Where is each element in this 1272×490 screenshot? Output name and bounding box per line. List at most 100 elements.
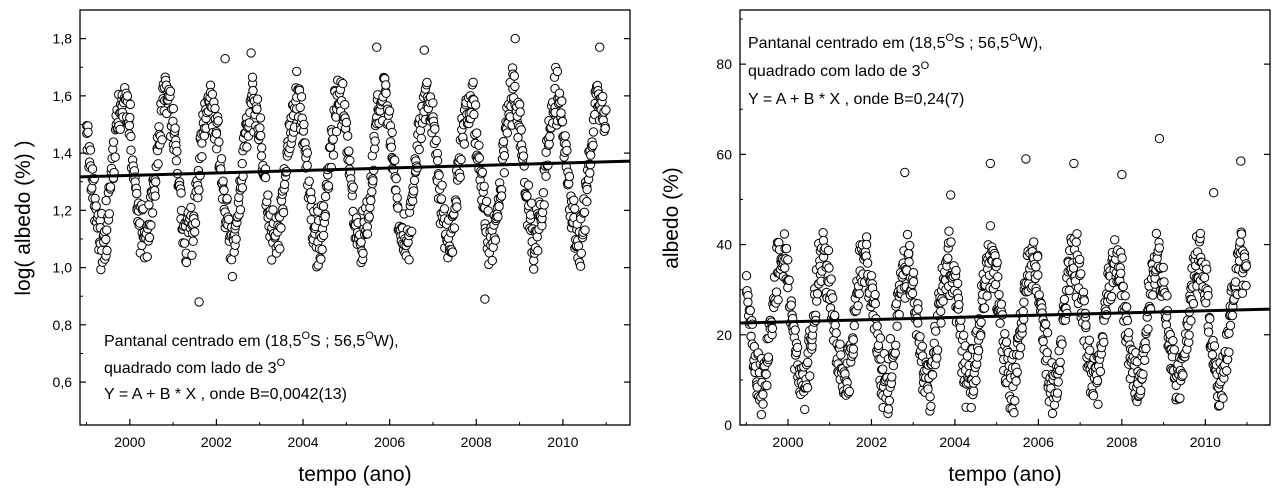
- right-data-point: [944, 226, 954, 236]
- right-data-point: [1093, 399, 1103, 409]
- right-data-point: [1236, 229, 1247, 239]
- left-data-point: [193, 193, 203, 203]
- right-data-point: [1141, 343, 1151, 354]
- left-data-point: [320, 191, 331, 202]
- right-annotation-line-2: quadrado com lado de 3O: [748, 60, 930, 80]
- right-data-point: [783, 255, 793, 265]
- left-data-point: [455, 172, 465, 183]
- right-data-point: [823, 245, 834, 256]
- left-data-point: [197, 152, 207, 162]
- left-data-point: [248, 85, 258, 96]
- left-data-point: [570, 204, 580, 214]
- left-y-tick-label: 0,6: [53, 374, 73, 390]
- right-data-point: [923, 384, 933, 394]
- right-data-point: [1203, 327, 1214, 337]
- right-data-point: [826, 274, 836, 284]
- left-data-point: [252, 104, 262, 114]
- right-data-point: [1055, 357, 1065, 367]
- left-data-point: [474, 153, 484, 163]
- left-data-point: [235, 205, 246, 215]
- left-data-point: [153, 159, 163, 169]
- left-data-point: [340, 100, 350, 110]
- right-data-point: [907, 288, 918, 299]
- right-data-point: [1188, 298, 1199, 309]
- left-y-tick-label: 1,4: [53, 145, 73, 161]
- right-data-point: [917, 341, 927, 351]
- right-data-point: [1209, 341, 1220, 351]
- left-data-point: [419, 45, 429, 55]
- left-data-point: [216, 154, 227, 164]
- right-data-point: [938, 296, 948, 306]
- right-y-tick-label: 80: [716, 56, 732, 72]
- left-data-point: [557, 116, 568, 127]
- left-data-point: [381, 88, 391, 99]
- right-data-point: [1178, 370, 1188, 380]
- right-data-point: [959, 330, 969, 340]
- left-data-point: [101, 234, 111, 245]
- left-data-point: [190, 227, 200, 237]
- left-data-point: [393, 203, 403, 213]
- right-data-point: [1241, 281, 1251, 291]
- left-x-tick-label: 2004: [287, 434, 318, 450]
- left-data-point: [526, 198, 537, 208]
- right-data-point: [756, 409, 767, 420]
- right-data-point: [1079, 296, 1090, 306]
- right-data-point: [1095, 366, 1106, 377]
- right-axes: 2000 2002 2004 2006 2008 2010 0 20 40 60 80: [716, 18, 1270, 450]
- left-data-point: [459, 139, 469, 149]
- left-x-tick-label: 2010: [547, 434, 578, 450]
- left-data-point: [437, 180, 447, 190]
- left-data-point: [142, 252, 152, 262]
- left-data-point: [85, 145, 96, 155]
- right-data-point: [1047, 408, 1058, 419]
- right-data-point: [812, 289, 823, 299]
- left-data-point: [598, 91, 608, 102]
- right-data-point: [1041, 319, 1051, 329]
- right-data-point: [830, 320, 840, 330]
- left-data-point: [304, 176, 314, 186]
- right-data-point: [1138, 369, 1148, 379]
- right-y-tick-label: 40: [716, 237, 732, 253]
- right-data-point: [1088, 391, 1099, 401]
- left-data-point: [579, 207, 590, 218]
- left-data-point: [318, 201, 329, 211]
- right-data-point: [883, 404, 894, 414]
- right-data-point: [1184, 330, 1194, 340]
- right-data-point: [848, 335, 858, 345]
- left-data-point: [224, 214, 234, 225]
- left-y-axis-title: log( albedo (%) ): [12, 140, 35, 295]
- left-data-point: [255, 113, 266, 123]
- left-data-point: [252, 94, 263, 104]
- left-data-point: [181, 257, 192, 268]
- left-data-point: [391, 174, 401, 184]
- right-data-point: [835, 339, 845, 349]
- right-data-point: [831, 328, 841, 338]
- right-data-point: [1205, 314, 1215, 324]
- left-data-point: [101, 195, 111, 206]
- right-data-point: [853, 301, 863, 311]
- left-data-point: [575, 261, 586, 271]
- left-data-point: [122, 91, 133, 101]
- left-annotation-line-1: Pantanal centrado em (18,5OS ; 56,5OW),: [104, 330, 399, 350]
- right-data-point: [979, 303, 990, 313]
- right-data-point: [1136, 385, 1146, 396]
- right-fit-line: [739, 307, 1271, 325]
- right-data-point: [1014, 350, 1024, 360]
- left-data-point: [580, 225, 590, 235]
- left-data-point: [588, 140, 598, 151]
- right-data-point: [985, 158, 996, 169]
- right-data-point: [903, 248, 914, 259]
- left-data-point: [105, 182, 116, 192]
- left-data-point: [436, 194, 447, 204]
- right-data-point: [1227, 310, 1238, 321]
- left-data-point: [554, 88, 565, 98]
- left-data-point: [302, 148, 312, 158]
- right-data-point: [936, 306, 946, 316]
- left-panel: 2000 2002 2004 2006 2008 2010 0,6 0,8 1,0 1,2 1,4 1…: [12, 9, 631, 486]
- left-data-point: [157, 135, 167, 145]
- right-panel: 2000 2002 2004 2006 2008 2010 0 20 40 60 80 Pantan…: [660, 9, 1271, 486]
- left-data-point: [91, 201, 101, 211]
- left-data-point: [362, 229, 373, 239]
- right-data-point: [951, 265, 961, 276]
- right-annotation-line-3: Y = A + B * X , onde B=0,24(7): [748, 91, 964, 108]
